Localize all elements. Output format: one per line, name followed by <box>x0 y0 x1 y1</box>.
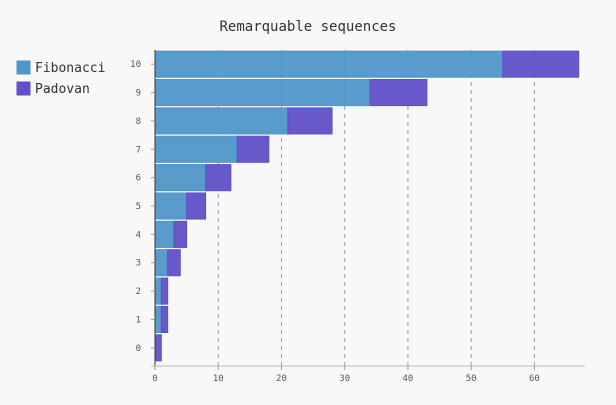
y-tick-label-6: 6 <box>136 174 141 184</box>
y-tick-label-5: 5 <box>136 202 141 212</box>
bar-padovan-3 <box>167 249 181 277</box>
x-tick-label-50: 50 <box>466 374 477 384</box>
legend-swatch-fibonacci <box>16 60 31 75</box>
x-tick-label-10: 10 <box>213 374 224 384</box>
bar-fibonacci-6 <box>154 164 207 192</box>
bar-fibonacci-3 <box>154 249 169 277</box>
bar-padovan-5 <box>186 192 207 220</box>
y-tick-label-1: 1 <box>136 315 141 325</box>
bar-padovan-2 <box>160 277 169 305</box>
chart-title: Remarquable sequences <box>219 19 396 35</box>
axes <box>151 50 585 367</box>
y-tick-label-7: 7 <box>136 145 141 155</box>
bar-padovan-7 <box>236 135 270 163</box>
y-tick-label-2: 2 <box>136 287 141 297</box>
x-tick-label-20: 20 <box>276 374 287 384</box>
x-tick-label-60: 60 <box>529 374 540 384</box>
bar-padovan-1 <box>160 305 169 334</box>
legend-label-fibonacci: Fibonacci <box>35 61 105 76</box>
bar-padovan-4 <box>173 220 188 248</box>
legend: Fibonacci Padovan <box>16 60 105 97</box>
y-tick-label-10: 10 <box>130 60 141 70</box>
bars <box>154 50 580 362</box>
y-tick-label-4: 4 <box>136 230 141 240</box>
y-axis-ticks: 0 1 2 3 4 5 6 7 8 9 10 <box>130 60 155 354</box>
x-tick-label-30: 30 <box>339 374 350 384</box>
bar-fibonacci-2 <box>154 277 162 305</box>
bar-padovan-6 <box>205 164 232 192</box>
bar-padovan-0 <box>154 334 162 362</box>
bar-padovan-10 <box>502 50 580 78</box>
legend-label-padovan: Padovan <box>35 82 90 97</box>
bar-fibonacci-9 <box>154 78 371 107</box>
bar-fibonacci-7 <box>154 135 238 163</box>
x-axis-ticks: 0 10 20 30 40 50 60 <box>152 366 540 384</box>
bar-fibonacci-1 <box>154 305 162 334</box>
x-tick-label-40: 40 <box>403 374 414 384</box>
y-tick-label-9: 9 <box>136 89 141 99</box>
bar-padovan-9 <box>369 78 428 107</box>
bar-fibonacci-10 <box>154 50 504 78</box>
bar-fibonacci-8 <box>154 107 289 135</box>
x-tick-label-0: 0 <box>152 374 157 384</box>
legend-swatch-padovan <box>16 81 31 96</box>
y-tick-label-8: 8 <box>136 117 141 127</box>
y-tick-label-0: 0 <box>136 344 141 354</box>
bar-fibonacci-5 <box>154 192 188 220</box>
bar-padovan-8 <box>287 107 333 135</box>
bar-fibonacci-4 <box>154 220 175 248</box>
y-tick-label-3: 3 <box>136 259 141 269</box>
